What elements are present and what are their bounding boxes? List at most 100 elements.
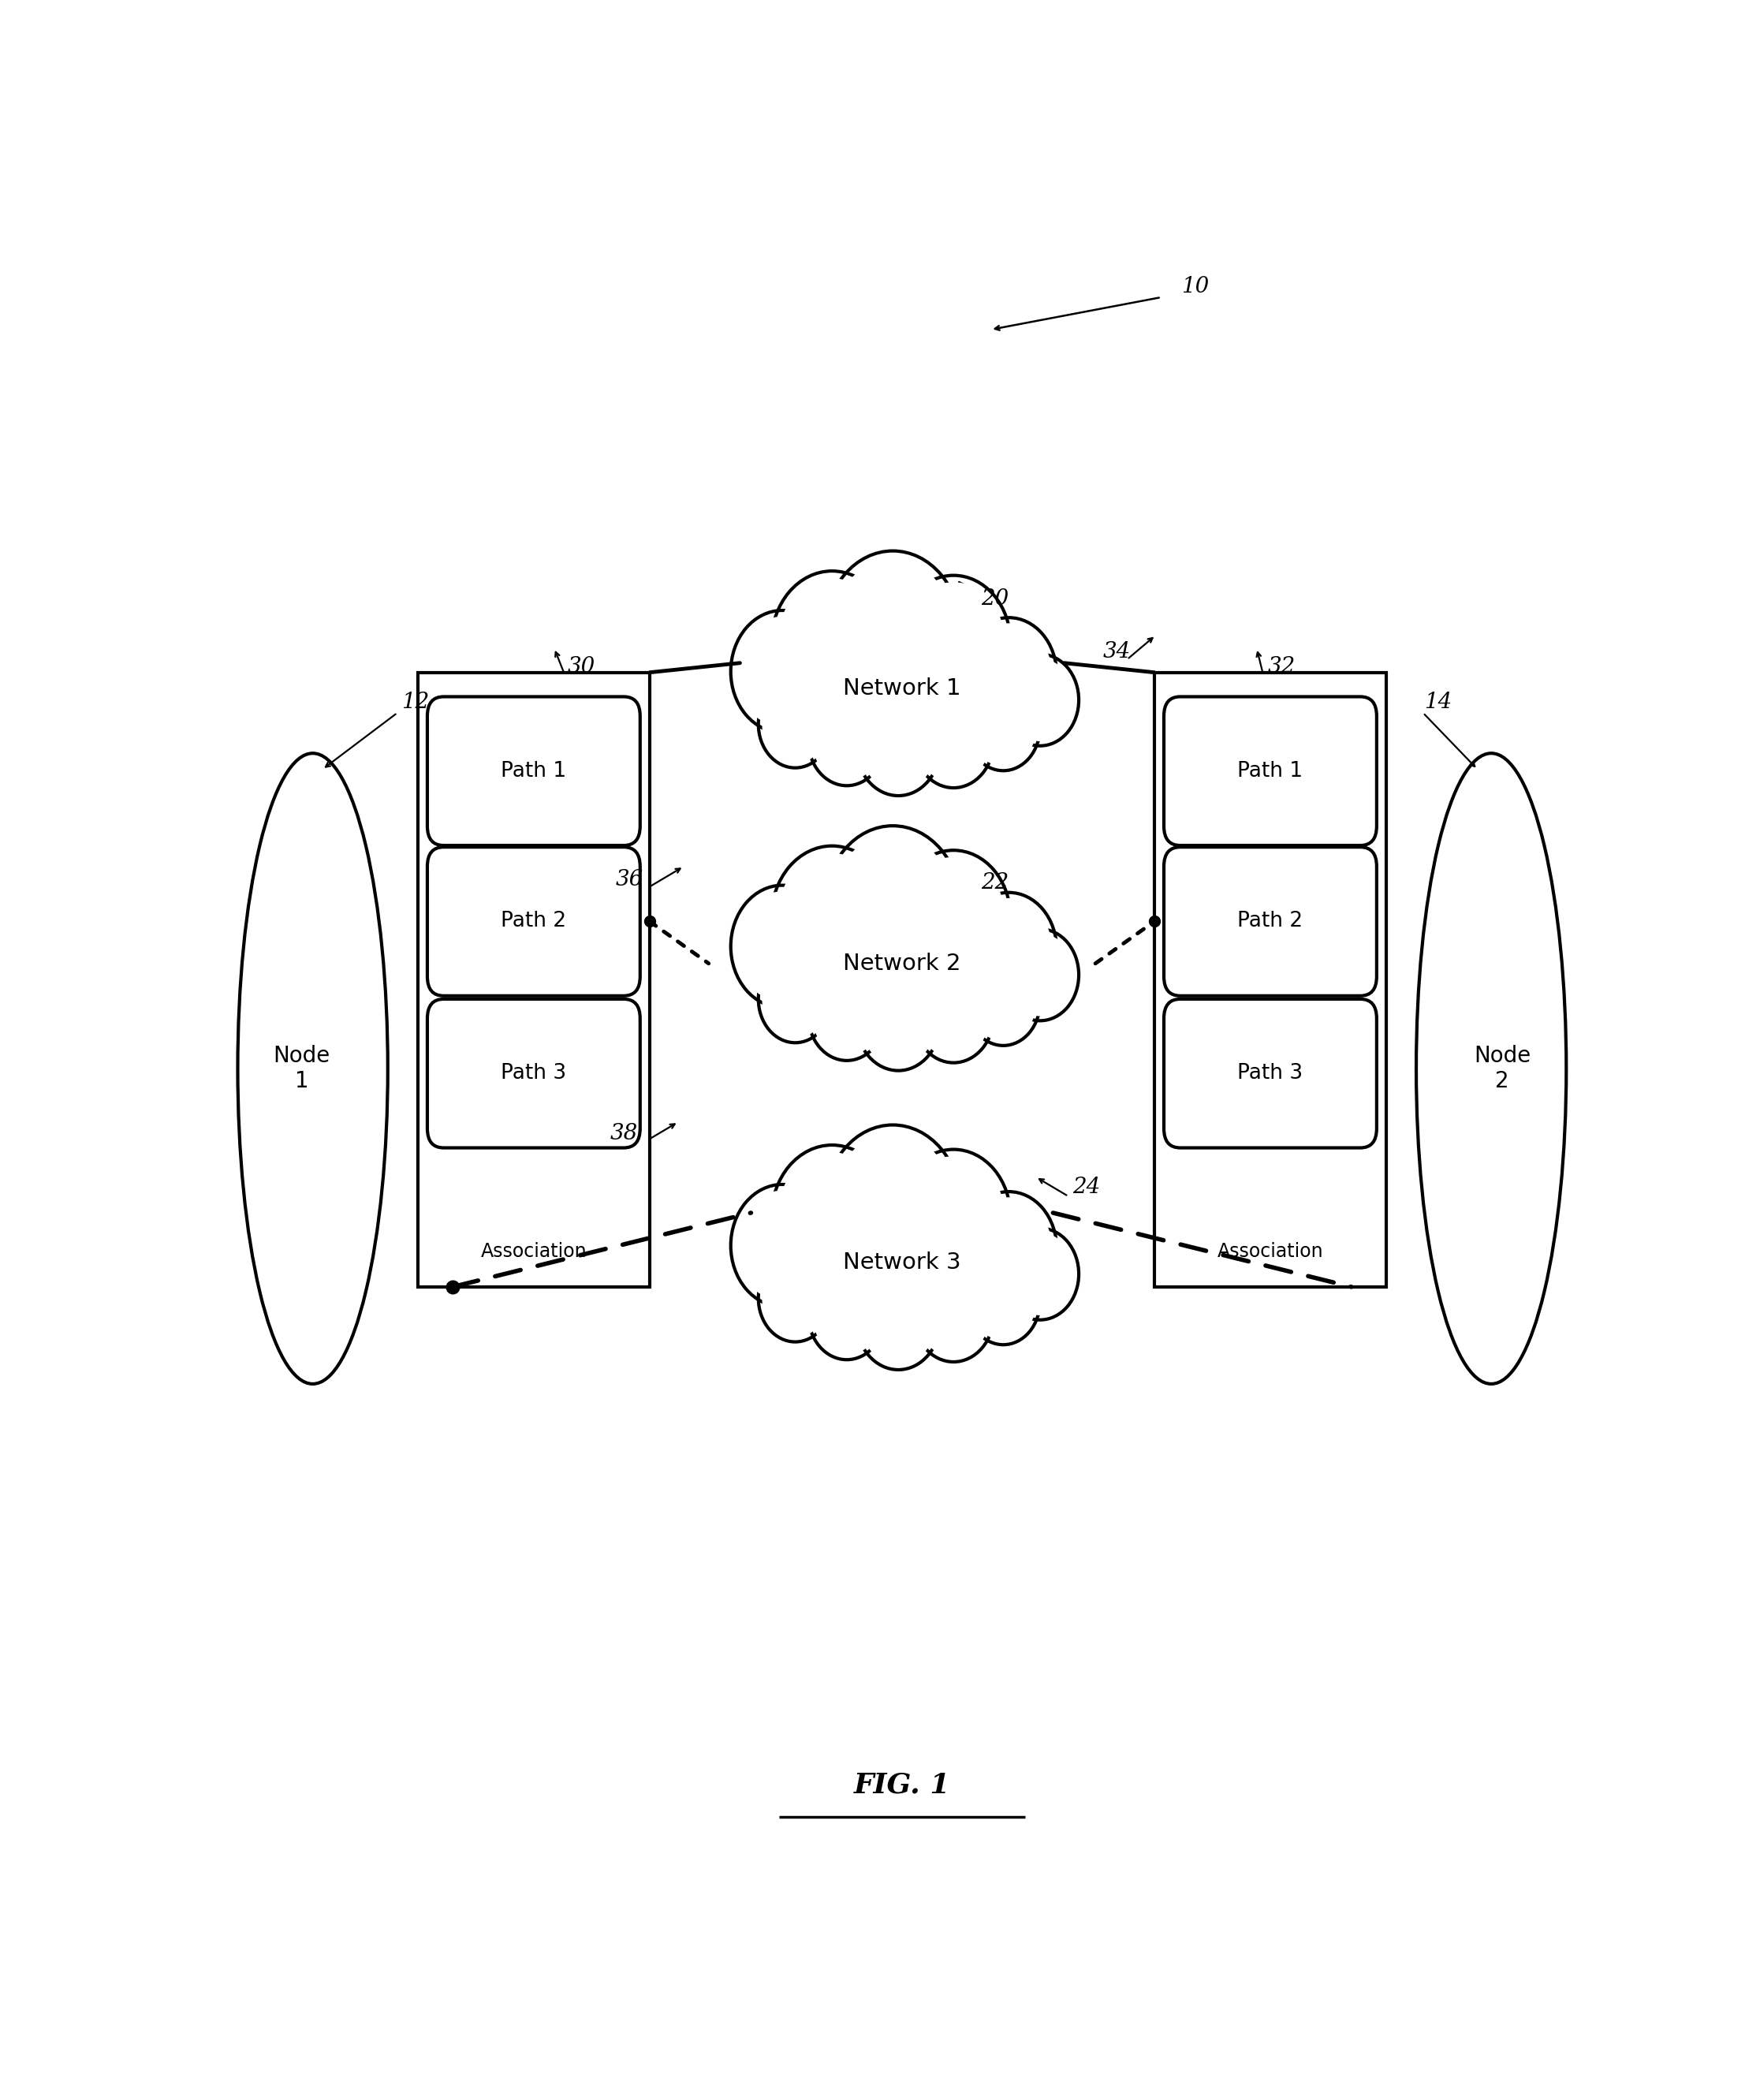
Circle shape <box>762 685 829 764</box>
Ellipse shape <box>1417 754 1566 1384</box>
Circle shape <box>730 611 834 733</box>
Ellipse shape <box>238 754 387 1384</box>
Circle shape <box>970 687 1037 766</box>
Circle shape <box>861 699 936 792</box>
Circle shape <box>811 974 882 1056</box>
Text: Network 2: Network 2 <box>843 953 961 974</box>
Circle shape <box>771 846 892 989</box>
Circle shape <box>913 966 994 1063</box>
FancyBboxPatch shape <box>428 1000 641 1149</box>
Circle shape <box>913 691 994 788</box>
Circle shape <box>762 960 829 1037</box>
Circle shape <box>825 550 961 712</box>
Circle shape <box>913 1266 994 1363</box>
Circle shape <box>1001 928 1079 1021</box>
Text: Association: Association <box>480 1241 586 1260</box>
Text: 32: 32 <box>1267 655 1295 676</box>
Circle shape <box>759 680 832 769</box>
Circle shape <box>966 1258 1040 1344</box>
Circle shape <box>736 890 829 1002</box>
Text: 14: 14 <box>1424 691 1452 712</box>
Ellipse shape <box>769 1201 1035 1323</box>
Text: Path 3: Path 3 <box>502 1063 567 1084</box>
Circle shape <box>1001 1228 1079 1321</box>
Bar <box>417 672 649 1287</box>
Ellipse shape <box>764 1199 1040 1327</box>
Circle shape <box>855 1268 940 1369</box>
Text: Node
1: Node 1 <box>273 1046 331 1092</box>
Circle shape <box>778 853 887 983</box>
Circle shape <box>966 899 1052 1000</box>
Text: Node
2: Node 2 <box>1473 1046 1531 1092</box>
Circle shape <box>808 1268 885 1359</box>
Circle shape <box>736 1191 829 1300</box>
Text: 30: 30 <box>568 655 595 676</box>
Text: Path 2: Path 2 <box>1237 911 1302 932</box>
Text: 22: 22 <box>980 872 1008 895</box>
Text: 38: 38 <box>611 1124 637 1145</box>
Bar <box>1155 672 1387 1287</box>
Text: 10: 10 <box>1181 275 1209 298</box>
Circle shape <box>961 1191 1056 1306</box>
Circle shape <box>771 571 892 716</box>
Circle shape <box>778 1153 887 1281</box>
Ellipse shape <box>769 903 1035 1025</box>
Circle shape <box>966 624 1052 724</box>
Text: Path 1: Path 1 <box>502 760 567 781</box>
Circle shape <box>808 693 885 785</box>
Circle shape <box>896 1149 1010 1285</box>
Ellipse shape <box>764 624 1040 752</box>
Circle shape <box>811 699 882 781</box>
Circle shape <box>730 886 834 1008</box>
Circle shape <box>903 1157 1005 1279</box>
Text: 24: 24 <box>1072 1176 1100 1197</box>
Text: Path 1: Path 1 <box>1237 760 1302 781</box>
Circle shape <box>903 857 1005 979</box>
Circle shape <box>831 1134 954 1279</box>
Circle shape <box>917 1270 991 1357</box>
Circle shape <box>966 682 1040 771</box>
Text: 12: 12 <box>401 691 429 712</box>
Circle shape <box>896 575 1010 710</box>
Circle shape <box>771 1144 892 1289</box>
Circle shape <box>966 1197 1052 1300</box>
Circle shape <box>917 972 991 1058</box>
Circle shape <box>736 617 829 727</box>
Text: Path 2: Path 2 <box>502 911 567 932</box>
Text: 36: 36 <box>616 869 644 890</box>
FancyBboxPatch shape <box>1163 1000 1376 1149</box>
Circle shape <box>1001 653 1079 745</box>
Circle shape <box>903 582 1005 704</box>
FancyBboxPatch shape <box>1163 846 1376 995</box>
Circle shape <box>825 825 961 987</box>
Circle shape <box>831 559 954 704</box>
Text: Network 1: Network 1 <box>843 678 961 699</box>
FancyBboxPatch shape <box>428 846 641 995</box>
Text: 34: 34 <box>1102 640 1130 664</box>
Circle shape <box>811 1273 882 1355</box>
Circle shape <box>730 1184 834 1306</box>
Circle shape <box>808 968 885 1060</box>
FancyBboxPatch shape <box>428 697 641 846</box>
FancyBboxPatch shape <box>1163 697 1376 846</box>
Text: Network 3: Network 3 <box>843 1252 961 1275</box>
Text: Association: Association <box>1218 1241 1324 1260</box>
Circle shape <box>966 958 1040 1046</box>
Circle shape <box>778 578 887 708</box>
Circle shape <box>855 970 940 1071</box>
Circle shape <box>917 697 991 783</box>
Circle shape <box>1005 659 1075 741</box>
Ellipse shape <box>764 899 1040 1027</box>
Circle shape <box>861 1275 936 1365</box>
Circle shape <box>762 1258 829 1338</box>
Circle shape <box>825 1126 961 1287</box>
Text: Path 3: Path 3 <box>1237 1063 1302 1084</box>
Circle shape <box>970 962 1037 1042</box>
Circle shape <box>759 956 832 1044</box>
Circle shape <box>961 617 1056 731</box>
Text: FIG. 1: FIG. 1 <box>854 1772 950 1798</box>
Circle shape <box>861 974 936 1065</box>
Circle shape <box>855 695 940 796</box>
Circle shape <box>759 1254 832 1342</box>
Circle shape <box>1005 935 1075 1016</box>
